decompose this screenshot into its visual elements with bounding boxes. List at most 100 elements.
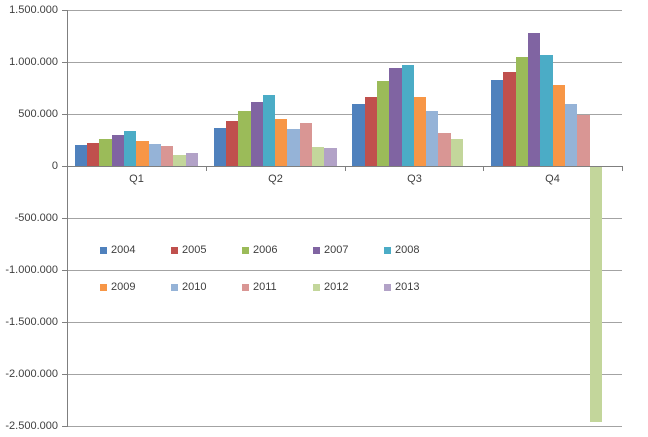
legend-swatch-icon <box>313 246 320 254</box>
bar-2008-Q2 <box>262 95 276 166</box>
bar-2005-Q2 <box>225 121 239 166</box>
bar-2007-Q4 <box>528 32 541 166</box>
bar-2007-Q3 <box>389 67 402 166</box>
bar-2004-Q2 <box>213 127 226 166</box>
y-axis-tick <box>62 322 67 323</box>
chart-legend: 2004 2005 2006 2007 2008 2009 2010 2011 2012 2013 <box>100 240 455 314</box>
bar-2011-Q1 <box>160 146 174 166</box>
bar-2009-Q1 <box>136 141 149 166</box>
gridline <box>67 10 622 11</box>
legend-entry-2004: 2004 <box>100 240 171 260</box>
legend-label: 2010 <box>182 281 207 293</box>
gridline <box>67 114 622 115</box>
y-axis-tick-label: 0 <box>51 160 58 172</box>
y-axis-tick <box>62 218 67 219</box>
x-axis-category-label: Q1 <box>129 173 144 185</box>
legend-label: 2006 <box>253 244 278 256</box>
gridline <box>67 62 622 63</box>
bar-2004-Q1 <box>74 145 88 166</box>
x-axis-tick <box>206 166 207 171</box>
y-axis-tick-label: -500.000 <box>14 212 58 224</box>
x-axis-tick <box>345 166 346 171</box>
bar-2012-Q4 <box>589 167 602 422</box>
y-axis-tick-label: 500.000 <box>18 108 58 120</box>
bar-2005-Q3 <box>364 96 377 166</box>
legend-label: 2007 <box>324 244 349 256</box>
legend-label: 2009 <box>111 281 136 293</box>
bar-2007-Q1 <box>111 134 125 166</box>
y-axis-tick <box>62 426 67 427</box>
y-axis-tick-label: -1.500.000 <box>5 316 58 328</box>
legend-entry-2011: 2011 <box>242 277 313 297</box>
y-axis-tick <box>62 114 67 115</box>
x-axis-category-label: Q3 <box>407 173 422 185</box>
bar-2010-Q2 <box>287 128 300 166</box>
bar-2009-Q3 <box>413 97 427 166</box>
bar-2004-Q3 <box>352 103 365 166</box>
bar-2006-Q3 <box>376 80 390 166</box>
x-axis-line <box>67 166 622 167</box>
gridline <box>67 426 622 427</box>
bar-2010-Q3 <box>426 110 439 166</box>
bar-2012-Q3 <box>450 139 464 166</box>
bar-2004-Q4 <box>491 80 504 166</box>
bar-2013-Q1 <box>185 153 198 166</box>
x-axis-tick <box>622 166 623 171</box>
legend-swatch-icon <box>313 283 320 291</box>
y-axis-tick <box>62 10 67 11</box>
bar-2008-Q1 <box>124 130 137 166</box>
y-axis-tick-label: -2.500.000 <box>5 420 58 432</box>
legend-swatch-icon <box>384 283 391 291</box>
legend-label: 2012 <box>324 281 349 293</box>
x-axis-tick <box>483 166 484 171</box>
legend-swatch-icon <box>171 283 178 291</box>
legend-swatch-icon <box>242 283 249 291</box>
bar-2009-Q2 <box>275 119 288 166</box>
bar-2011-Q3 <box>438 133 451 166</box>
y-axis-tick-label: 1.500.000 <box>9 4 58 16</box>
bar-2012-Q1 <box>173 155 186 166</box>
legend-swatch-icon <box>100 246 107 254</box>
bar-2012-Q2 <box>312 146 325 166</box>
bar-2013-Q2 <box>324 148 337 166</box>
legend-row: 2004 2005 2006 2007 2008 <box>100 240 455 260</box>
bar-2006-Q2 <box>238 110 251 166</box>
y-axis-tick <box>62 374 67 375</box>
y-axis-tick <box>62 166 67 167</box>
bar-2011-Q2 <box>299 122 313 166</box>
gridline <box>67 270 622 271</box>
x-axis-category-label: Q2 <box>268 173 283 185</box>
bar-2007-Q2 <box>250 101 263 166</box>
bar-2005-Q1 <box>87 143 100 166</box>
bar-2008-Q3 <box>401 64 414 166</box>
y-axis-tick-label: -1.000.000 <box>5 264 58 276</box>
bar-2010-Q4 <box>564 103 578 166</box>
legend-swatch-icon <box>242 246 249 254</box>
bar-2006-Q4 <box>515 57 529 166</box>
gridline <box>67 218 622 219</box>
y-axis-tick-label: -2.000.000 <box>5 368 58 380</box>
legend-row: 2009 2010 2011 2012 2013 <box>100 277 455 297</box>
legend-entry-2006: 2006 <box>242 240 313 260</box>
legend-label: 2008 <box>395 244 420 256</box>
bar-2006-Q1 <box>99 138 112 166</box>
y-axis-tick <box>62 270 67 271</box>
bar-2008-Q4 <box>540 55 553 166</box>
x-axis-tick <box>67 166 68 171</box>
legend-label: 2005 <box>182 244 207 256</box>
y-axis-tick <box>62 62 67 63</box>
legend-entry-2005: 2005 <box>171 240 242 260</box>
legend-swatch-icon <box>171 246 178 254</box>
legend-label: 2004 <box>111 244 136 256</box>
legend-swatch-icon <box>100 283 107 291</box>
bar-2010-Q1 <box>148 143 161 166</box>
legend-entry-2013: 2013 <box>384 277 455 297</box>
legend-label: 2013 <box>395 281 420 293</box>
gridline <box>67 374 622 375</box>
bar-2005-Q4 <box>503 72 516 166</box>
legend-entry-2009: 2009 <box>100 277 171 297</box>
legend-entry-2010: 2010 <box>171 277 242 297</box>
y-axis-tick-label: 1.000.000 <box>9 56 58 68</box>
bar-2011-Q4 <box>577 115 590 166</box>
